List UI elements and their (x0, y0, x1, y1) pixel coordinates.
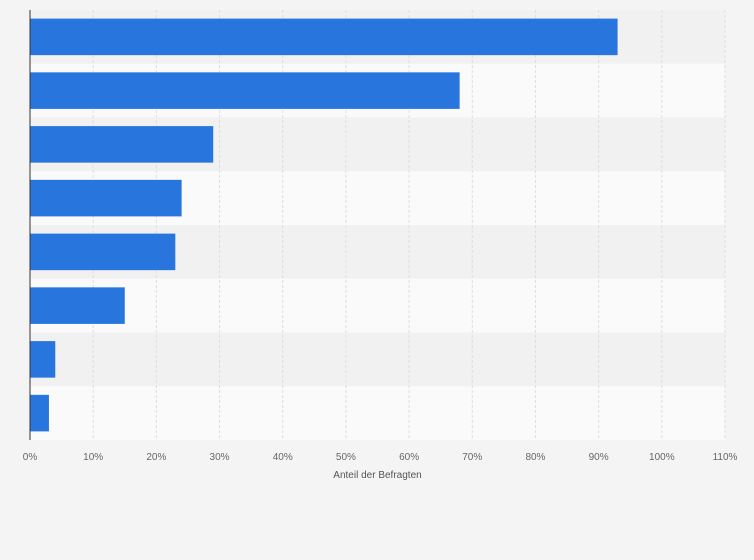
row-band (30, 278, 725, 333)
bar[interactable] (30, 233, 176, 271)
bar[interactable] (30, 126, 214, 163)
x-tick-label: 60% (399, 452, 419, 463)
x-tick-label: 0% (23, 452, 38, 463)
row-band (30, 332, 725, 387)
bar[interactable] (30, 287, 125, 324)
x-tick-label: 70% (462, 452, 482, 463)
x-tick-label: 100% (649, 452, 675, 463)
x-tick-label: 50% (336, 452, 356, 463)
row-band (30, 386, 725, 440)
bar[interactable] (30, 72, 460, 109)
bar[interactable] (30, 179, 182, 217)
bars-group (30, 18, 618, 432)
x-tick-label: 10% (83, 452, 103, 463)
x-tick-label: 110% (713, 452, 738, 463)
bar[interactable] (30, 18, 618, 56)
bar[interactable] (30, 394, 49, 432)
bar[interactable] (30, 341, 56, 378)
x-tick-label: 40% (273, 452, 293, 463)
x-tick-label: 30% (210, 452, 230, 463)
x-tick-label: 20% (146, 452, 166, 463)
x-tick-label: 80% (525, 452, 545, 463)
x-tick-labels: 0% 10% 20% 30% 40% 50% 60% 70% 80% 90% 100% 110% (23, 452, 738, 463)
x-tick-label: 90% (589, 452, 609, 463)
x-axis-title: Anteil der Befragten (333, 470, 421, 481)
